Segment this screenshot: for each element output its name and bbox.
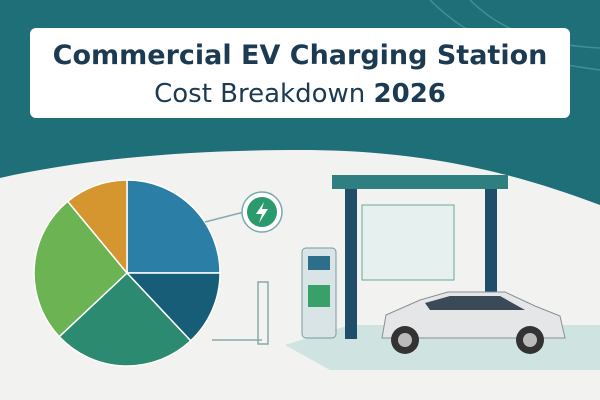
pie-slice [66, 179, 128, 276]
pillar [345, 189, 357, 339]
subtitle-year: 2026 [374, 79, 446, 109]
title: Commercial EV Charging Station [53, 40, 548, 71]
pie-chart [33, 179, 221, 367]
pillar [485, 189, 497, 299]
bolt [256, 202, 268, 223]
hub [523, 333, 537, 347]
charger-screen [308, 256, 330, 270]
connector [204, 211, 245, 223]
subtitle: Cost Breakdown 2026 [154, 79, 446, 109]
subtitle-text: Cost Breakdown [154, 79, 365, 109]
car-window [425, 296, 525, 310]
canopy [332, 175, 508, 189]
charger-plug [308, 285, 330, 307]
pie-slice [58, 271, 192, 367]
panel [361, 204, 455, 281]
connector-box [257, 281, 269, 345]
title-box [30, 28, 570, 118]
pie-slice [125, 272, 221, 342]
pie-slice [126, 179, 221, 274]
pie-slice [33, 200, 129, 338]
hub [398, 333, 412, 347]
